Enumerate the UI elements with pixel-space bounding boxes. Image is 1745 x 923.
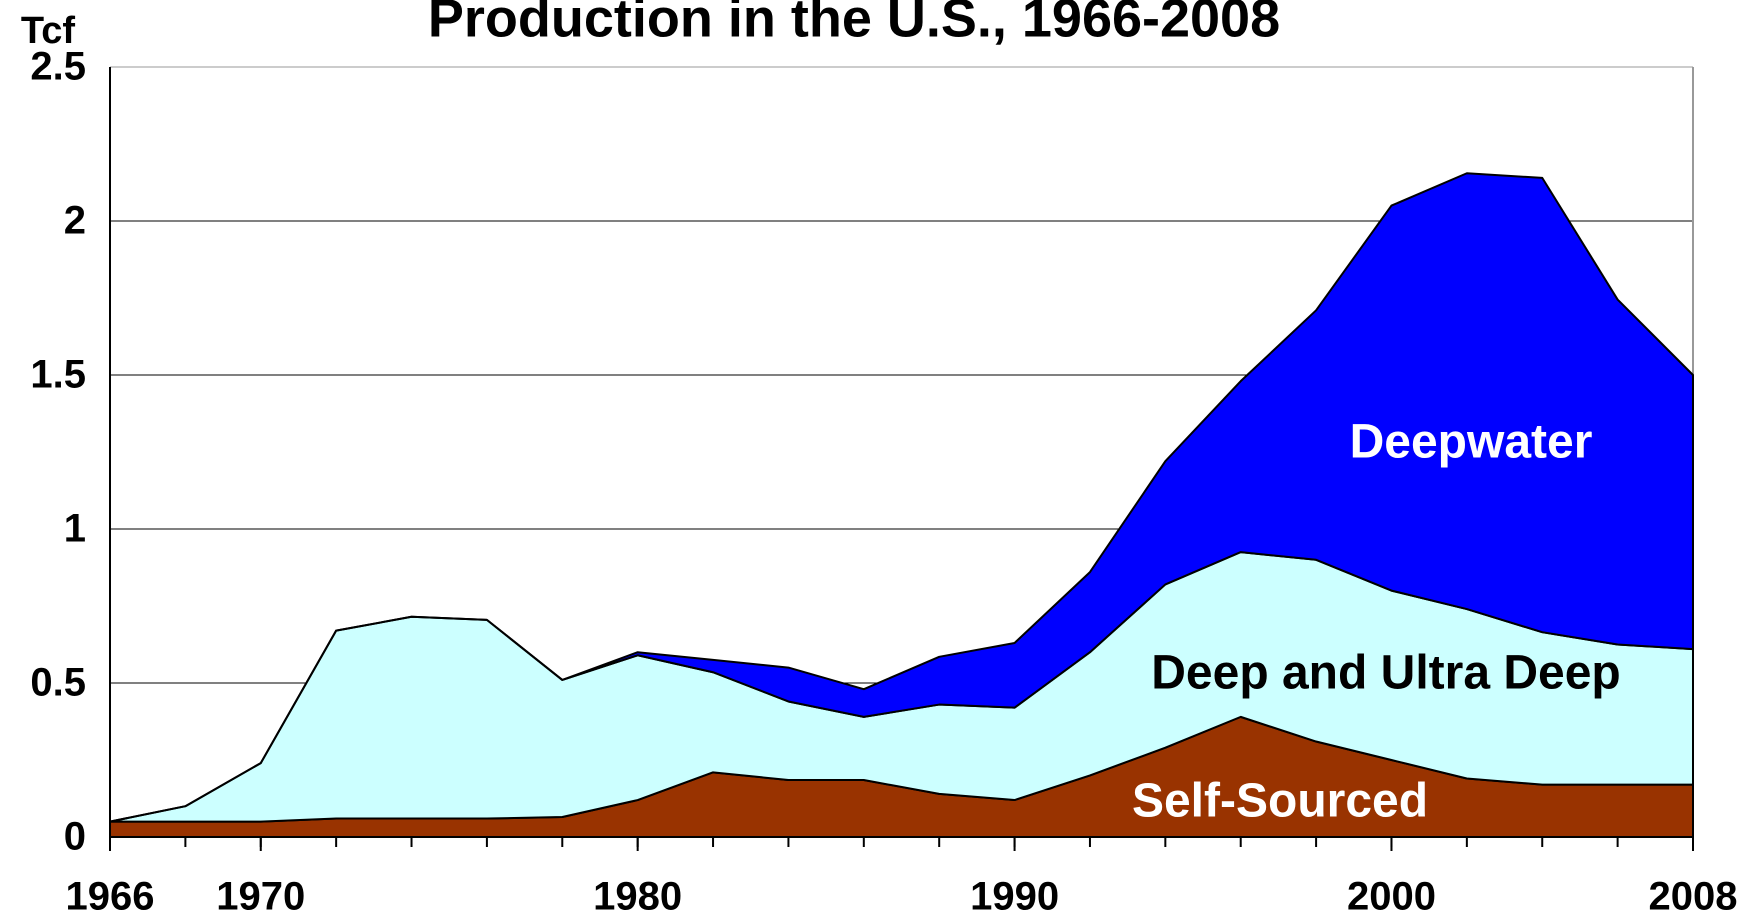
y-tick-label: 2 bbox=[64, 199, 86, 243]
series-label: Self-Sourced bbox=[1132, 775, 1428, 828]
y-tick-label: 1.5 bbox=[30, 353, 86, 397]
y-axis-unit: Tcf bbox=[21, 10, 76, 52]
x-tick-label: 1980 bbox=[593, 875, 682, 919]
chart-title: Production in the U.S., 1966-2008 bbox=[428, 0, 1280, 48]
series-label: Deep and Ultra Deep bbox=[1151, 647, 1620, 700]
x-tick-label: 1990 bbox=[970, 875, 1059, 919]
series-label: Deepwater bbox=[1350, 416, 1593, 469]
y-tick-label: 1 bbox=[64, 507, 86, 551]
x-tick-label: 2008 bbox=[1649, 875, 1738, 919]
x-tick-label: 1966 bbox=[66, 875, 155, 919]
x-tick-label: 1970 bbox=[216, 875, 305, 919]
y-tick-label: 2.5 bbox=[30, 45, 86, 89]
y-tick-label: 0.5 bbox=[30, 661, 86, 705]
area bbox=[109, 172, 1694, 823]
y-tick-label: 0 bbox=[64, 815, 86, 859]
x-tick-label: 2000 bbox=[1347, 875, 1436, 919]
